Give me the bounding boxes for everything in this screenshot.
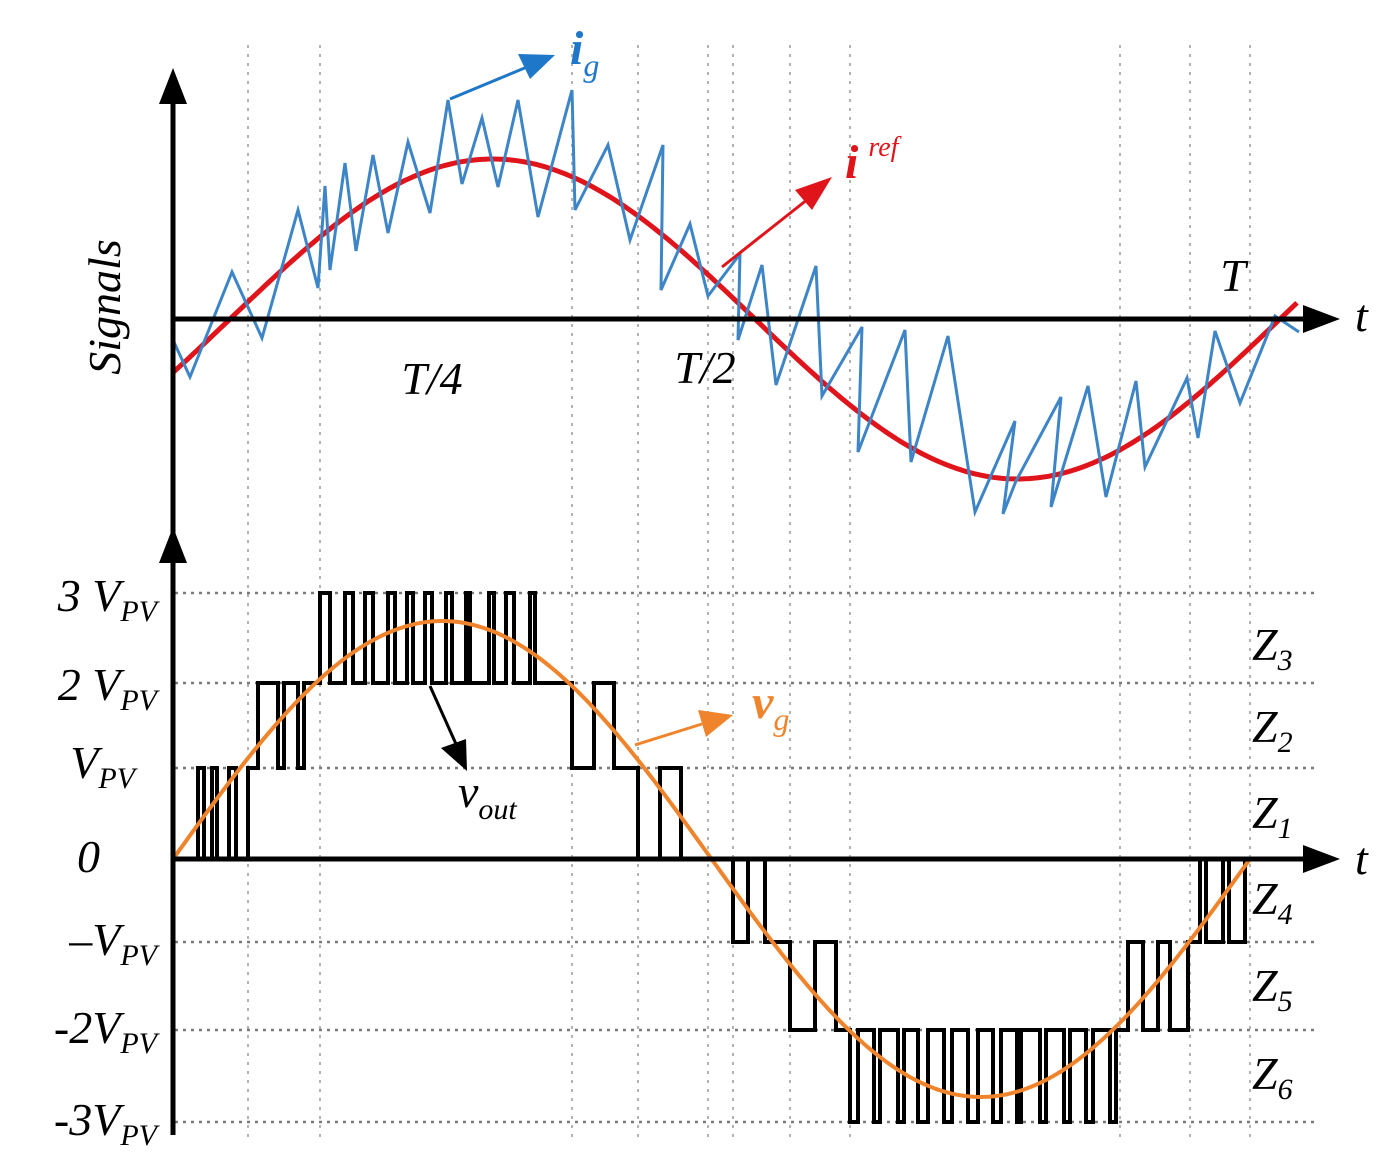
top-axes xyxy=(159,68,1340,540)
zone-label-z4: Z4 xyxy=(1252,873,1293,931)
zone-label-z3: Z3 xyxy=(1252,619,1293,677)
level-labels: 3 VPV 2 VPV VPV 0 –VPV -2VPV -3VPV xyxy=(54,570,161,1152)
level-label-vpv: VPV xyxy=(70,737,138,795)
ig-label: ig xyxy=(570,22,599,83)
signals-axis-label: Signals xyxy=(79,239,130,374)
top-t-label: t xyxy=(1355,290,1369,341)
level-label-zero: 0 xyxy=(77,831,100,882)
iref-pointer-arrow xyxy=(721,177,832,269)
label-t-half: T/2 xyxy=(674,342,735,393)
bottom-t-label: t xyxy=(1355,833,1369,884)
zone-label-z2: Z2 xyxy=(1252,701,1293,759)
vertical-gridlines xyxy=(247,45,1251,1140)
vout-label: vout xyxy=(458,766,517,826)
level-label-neg-2vpv: -2VPV xyxy=(54,1002,161,1060)
vout-pointer-arrow xyxy=(428,685,467,771)
level-label-2vpv: 2 VPV xyxy=(58,659,161,717)
zone-labels: Z3 Z2 Z1 Z4 Z5 Z6 xyxy=(1252,619,1293,1106)
bottom-axes xyxy=(159,527,1340,1135)
top-y-arrowhead xyxy=(159,68,187,104)
level-label-3vpv: 3 VPV xyxy=(57,570,161,628)
bottom-y-arrowhead xyxy=(159,527,187,563)
level-label-neg-vpv: –VPV xyxy=(68,914,160,972)
iref-label: i ref xyxy=(845,132,902,189)
zone-label-z5: Z5 xyxy=(1252,960,1293,1018)
i-g-curve xyxy=(171,89,1300,518)
zone-label-z6: Z6 xyxy=(1252,1048,1293,1106)
zone-label-z1: Z1 xyxy=(1252,787,1293,845)
i-ref-curve xyxy=(171,156,1299,482)
top-t-arrowhead xyxy=(1303,305,1340,333)
level-label-neg-3vpv: -3VPV xyxy=(54,1094,161,1152)
label-t-full: T xyxy=(1220,250,1249,301)
label-t-quarter: T/4 xyxy=(401,353,462,404)
vg-pointer-arrow xyxy=(634,710,733,747)
bottom-t-arrowhead xyxy=(1303,845,1340,873)
vg-label: vg xyxy=(752,676,789,737)
ig-pointer-arrow xyxy=(449,54,555,101)
